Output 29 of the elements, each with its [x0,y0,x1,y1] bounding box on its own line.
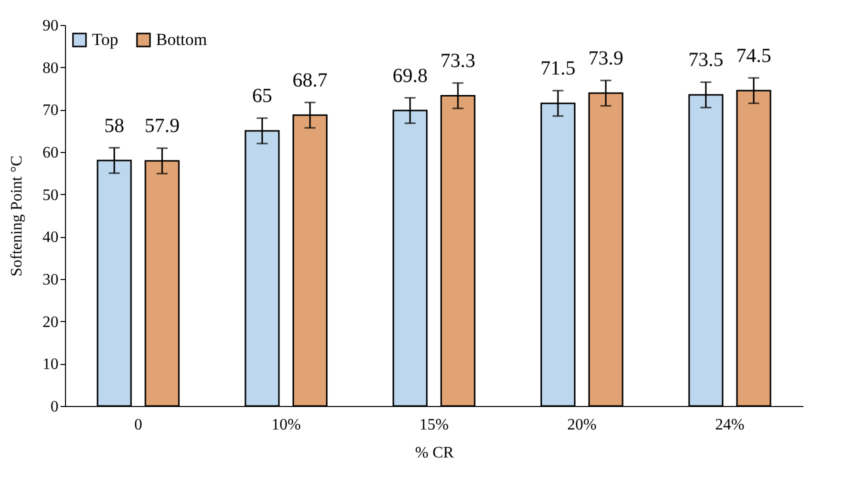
data-label: 74.5 [736,44,772,67]
data-label: 71.5 [540,58,576,80]
data-label: 65 [252,85,272,108]
y-tick-label: 30 [42,272,58,288]
data-label: 73.5 [688,49,724,72]
y-tick-label: 60 [42,144,58,162]
x-tick-label: 0 [134,416,142,434]
data-label: 73.3 [440,50,476,72]
data-label: 73.9 [588,47,624,70]
y-tick-label: 20 [42,314,58,331]
data-label: 69.8 [392,64,428,87]
x-tick-label: 20% [567,416,597,434]
x-tick-label: 15% [419,416,449,434]
x-tick-label: 24% [715,416,744,434]
y-tick-label: 70 [42,102,58,120]
y-tick-label: 10 [42,356,58,374]
x-axis-title: % CR [415,444,454,462]
data-label: 68.7 [292,69,328,92]
legend-label: Top [92,30,118,49]
data-label: 57.9 [144,115,180,138]
data-label: 58 [104,114,124,137]
y-tick-label: 0 [50,398,58,416]
y-axis-title: Softening Point °C [8,155,26,277]
x-tick-label: 10% [271,416,301,434]
y-tick-label: 80 [42,60,58,77]
y-tick-label: 90 [42,18,58,34]
y-tick-label: 40 [42,229,58,246]
legend-label: Bottom [156,30,208,49]
y-tick-label: 50 [42,186,58,204]
